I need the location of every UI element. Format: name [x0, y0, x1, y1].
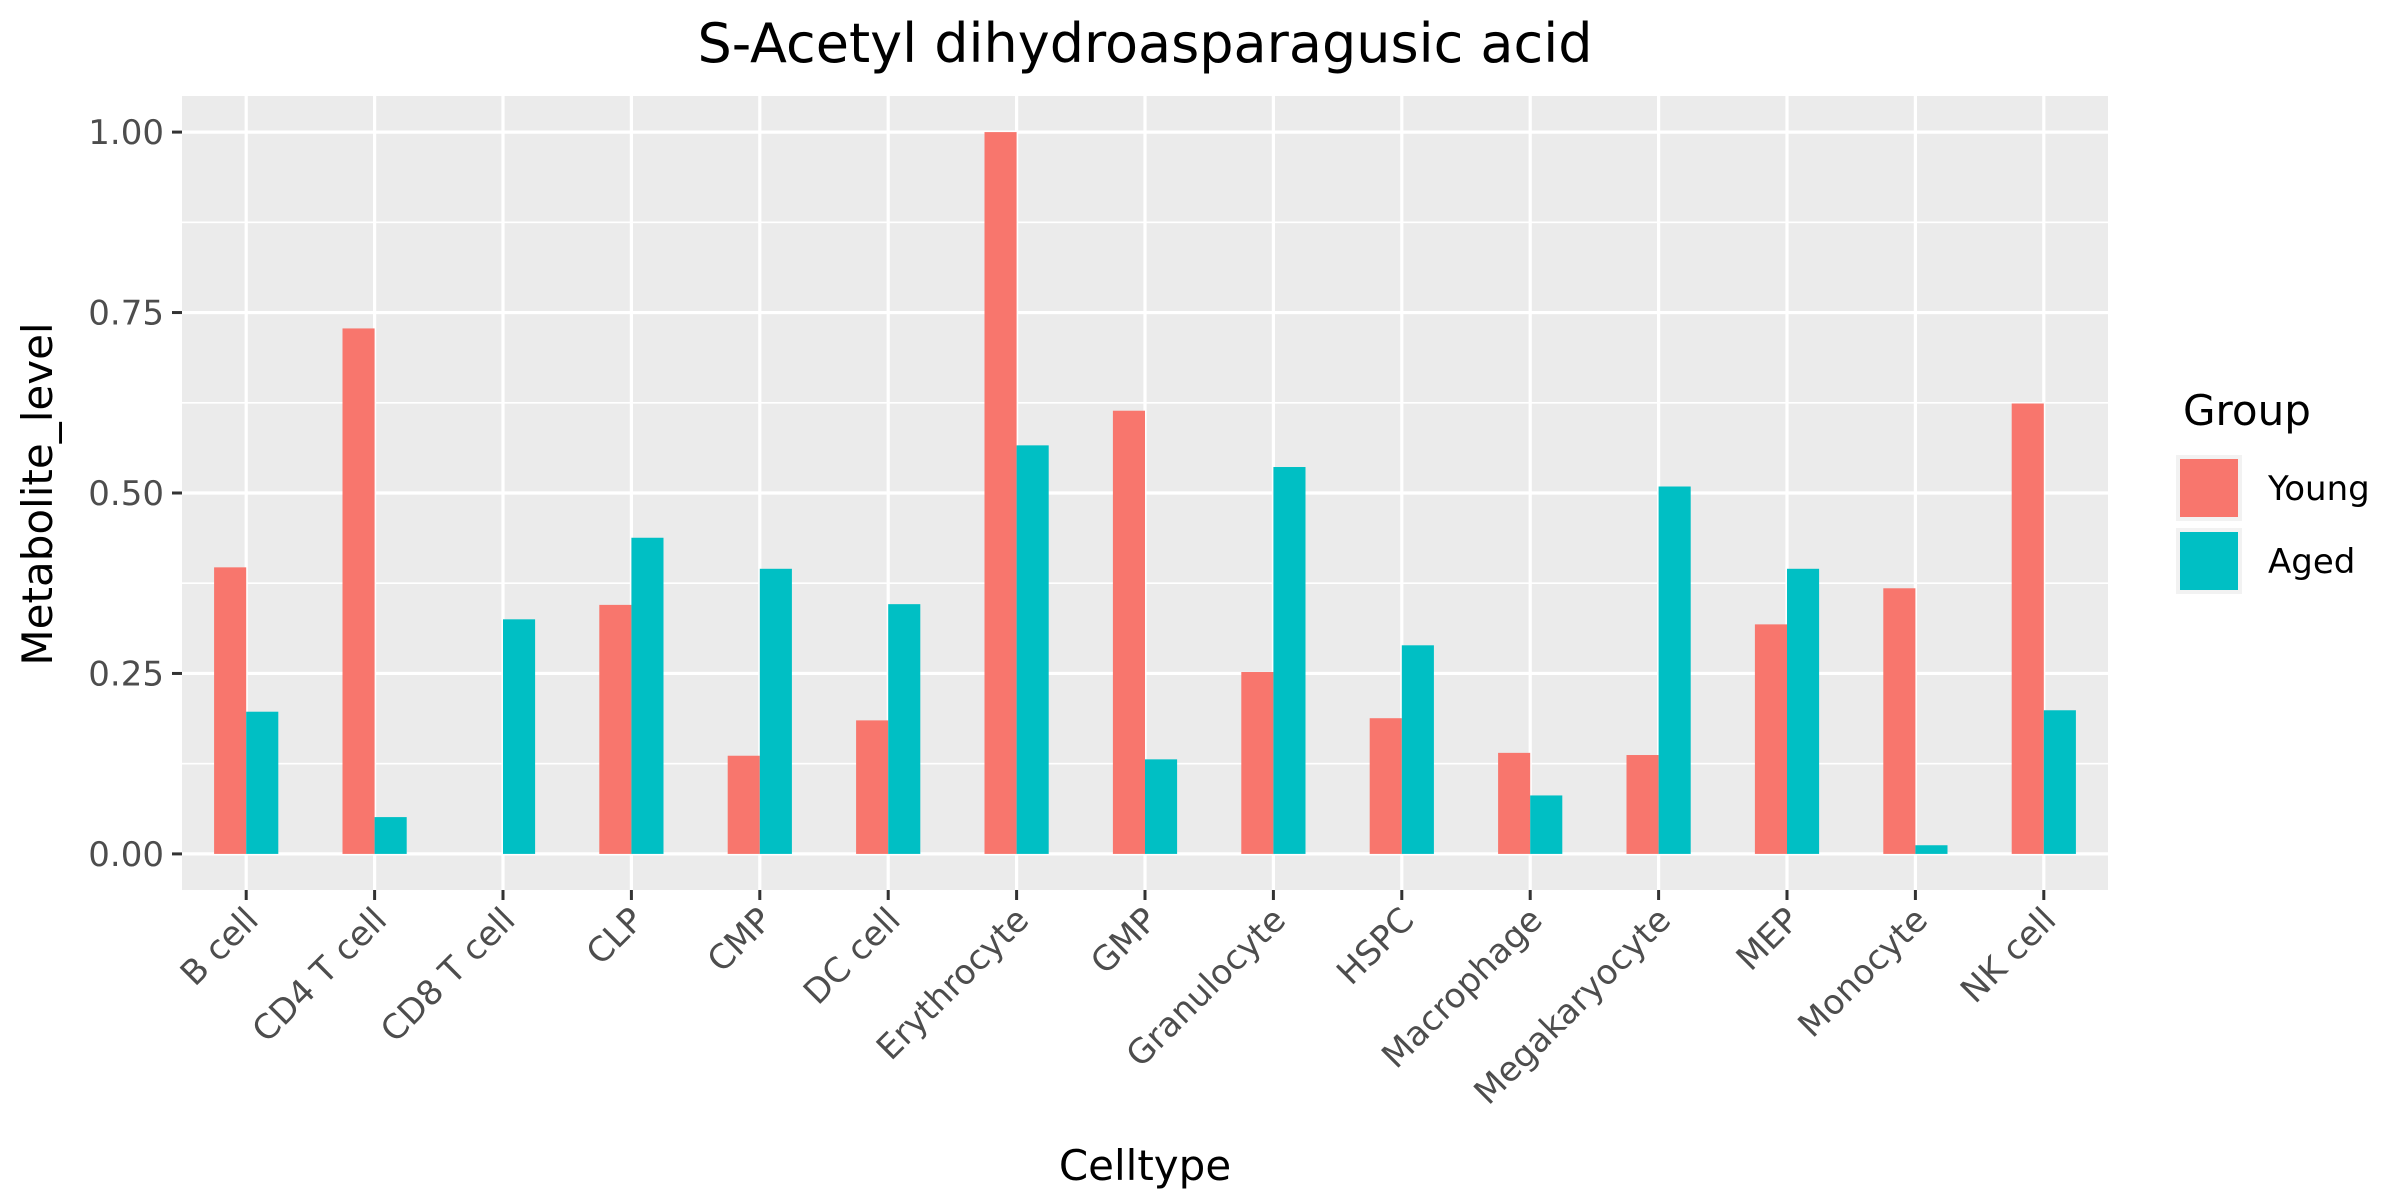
bar-aged-4 [759, 568, 792, 854]
x-axis-title: Celltype [1059, 1141, 1231, 1190]
bars [214, 132, 2076, 854]
legend-title: Group [2183, 386, 2311, 435]
bar-young-7 [1112, 410, 1145, 854]
bar-young-11 [1626, 755, 1659, 854]
legend-label-young: Young [2267, 469, 2370, 509]
bar-aged-1 [374, 817, 407, 854]
bar-young-10 [1498, 752, 1531, 854]
y-tick-label: 0.50 [88, 474, 164, 514]
y-axis-title: Metabolite_level [13, 322, 62, 665]
bar-aged-0 [246, 711, 279, 854]
bar-young-8 [1241, 672, 1274, 854]
bar-aged-9 [1401, 645, 1434, 854]
y-tick-label: 0.75 [88, 294, 164, 334]
bar-aged-5 [888, 604, 921, 854]
bar-young-3 [599, 604, 632, 854]
bar-aged-2 [503, 619, 536, 854]
bar-aged-3 [631, 537, 664, 854]
legend-swatch-young [2180, 459, 2238, 517]
bar-aged-8 [1273, 467, 1306, 854]
bar-young-12 [1754, 624, 1787, 854]
y-tick-label: 0.00 [88, 835, 164, 875]
bar-aged-13 [1915, 845, 1948, 854]
legend: Group Young Aged [2176, 386, 2370, 594]
legend-swatch-aged [2180, 532, 2238, 590]
bar-young-14 [2011, 403, 2044, 854]
bar-aged-12 [1787, 568, 1820, 854]
legend-label-aged: Aged [2268, 542, 2355, 582]
bar-young-13 [1883, 588, 1916, 854]
y-axis: 0.00 0.25 0.50 0.75 1.00 [88, 113, 182, 875]
bar-aged-7 [1145, 759, 1178, 854]
bar-young-0 [214, 567, 247, 854]
bar-young-9 [1369, 718, 1402, 854]
bar-aged-6 [1016, 445, 1049, 854]
bar-young-6 [984, 132, 1017, 854]
bar-aged-14 [2043, 710, 2076, 854]
bar-aged-11 [1658, 486, 1691, 854]
y-tick-label: 1.00 [88, 113, 164, 153]
chart-title: S-Acetyl dihydroasparagusic acid [697, 12, 1592, 75]
bar-young-1 [342, 328, 375, 854]
bar-young-4 [727, 755, 760, 854]
bar-aged-10 [1530, 795, 1563, 854]
y-tick-label: 0.25 [88, 654, 164, 694]
bar-young-5 [856, 720, 889, 854]
